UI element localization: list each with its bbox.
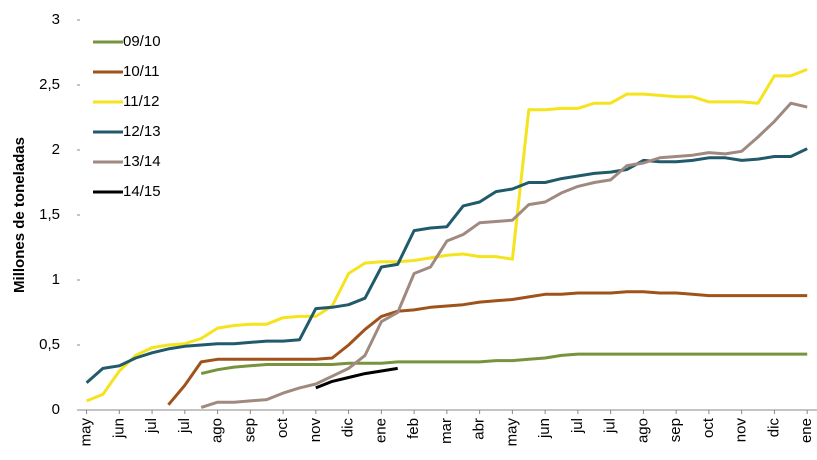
- y-axis-label: Millones de toneladas: [11, 137, 28, 293]
- y-tick-label: 2,5: [39, 76, 60, 93]
- x-tick-label: oct: [700, 417, 717, 438]
- legend-label: 11/12: [123, 93, 159, 110]
- series-line: [86, 68, 808, 403]
- y-tick-label: 3: [52, 11, 60, 28]
- x-tick-label: oct: [274, 417, 291, 438]
- x-tick-label: jul: [569, 418, 586, 434]
- x-tick-label: feb: [405, 418, 422, 439]
- legend-label: 13/14: [123, 153, 161, 170]
- x-tick-label: dic: [340, 418, 357, 438]
- y-tick-label: 1,5: [39, 206, 60, 223]
- x-tick-label: may: [78, 418, 95, 447]
- legend-label: 12/13: [123, 123, 161, 140]
- x-tick-label: ago: [209, 418, 226, 443]
- series-line: [85, 147, 808, 384]
- y-tick-label: 0,5: [39, 336, 60, 353]
- series-line: [167, 290, 808, 406]
- y-tick-label: 2: [52, 141, 60, 158]
- legend-label: 14/15: [123, 183, 161, 200]
- legend-label: 09/10: [123, 33, 161, 50]
- x-tick-label: jul: [176, 418, 193, 434]
- x-tick-label: jul: [602, 418, 619, 434]
- x-tick-label: sep: [241, 418, 258, 442]
- x-tick-label: nov: [733, 418, 750, 443]
- y-tick-label: 0: [52, 401, 60, 418]
- x-tick-label: jun: [110, 418, 127, 439]
- x-tick-label: mar: [438, 418, 455, 444]
- y-tick-label: 1: [52, 271, 60, 288]
- x-tick-label: ago: [634, 418, 651, 443]
- x-tick-label: ene: [372, 418, 389, 443]
- series-line: [200, 101, 808, 409]
- series-line: [315, 366, 398, 390]
- x-tick-label: jul: [143, 418, 160, 434]
- x-tick-label: may: [503, 418, 520, 447]
- x-tick-label: nov: [307, 418, 324, 443]
- x-tick-label: jun: [536, 418, 553, 439]
- x-tick-label: sep: [667, 418, 684, 442]
- x-tick-label: ene: [798, 418, 815, 443]
- x-tick-label: abr: [471, 418, 488, 440]
- x-tick-label: dic: [765, 418, 782, 438]
- legend-label: 10/11: [123, 63, 159, 80]
- series-line: [200, 352, 808, 376]
